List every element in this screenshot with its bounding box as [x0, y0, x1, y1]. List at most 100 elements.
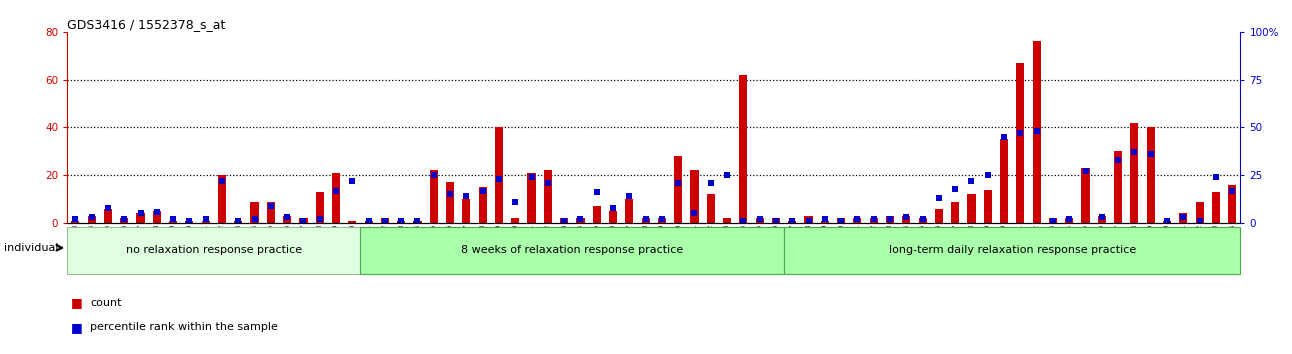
Point [1189, 218, 1209, 224]
Point [831, 218, 851, 224]
Point [488, 176, 509, 182]
Point [798, 218, 819, 224]
Point [227, 218, 248, 224]
Point [130, 211, 151, 216]
Point [587, 190, 607, 195]
Bar [446, 182, 455, 223]
Point [749, 216, 770, 222]
Bar [478, 187, 487, 223]
Bar [1065, 218, 1074, 223]
Point [1205, 174, 1226, 180]
Bar [968, 194, 975, 223]
Bar [300, 218, 307, 223]
Bar [902, 216, 911, 223]
Point [1075, 169, 1096, 174]
Point [180, 218, 200, 224]
Bar [739, 75, 748, 223]
Bar [283, 216, 291, 223]
Bar [1017, 63, 1025, 223]
Bar [674, 156, 682, 223]
Point [863, 216, 884, 222]
FancyBboxPatch shape [360, 227, 784, 274]
Point [195, 216, 216, 222]
Bar [724, 218, 731, 223]
Point [407, 218, 428, 224]
Bar [625, 199, 633, 223]
Bar [805, 216, 813, 223]
Bar [495, 127, 503, 223]
Bar [788, 221, 796, 223]
Bar [935, 209, 943, 223]
Point [1124, 149, 1145, 155]
Point [978, 172, 999, 178]
Point [782, 218, 802, 224]
Point [521, 174, 541, 180]
Point [342, 178, 363, 184]
Point [456, 193, 477, 199]
Point [375, 218, 395, 224]
Bar [152, 211, 162, 223]
Bar [1212, 192, 1220, 223]
Point [1010, 130, 1031, 136]
Bar [397, 221, 406, 223]
Point [814, 216, 835, 222]
Bar [1114, 152, 1123, 223]
Bar [1180, 213, 1187, 223]
Text: GDS3416 / 1552378_s_at: GDS3416 / 1552378_s_at [67, 18, 226, 31]
Bar [349, 221, 357, 223]
Bar [919, 218, 926, 223]
Bar [463, 199, 470, 223]
Point [261, 203, 282, 209]
Point [439, 192, 460, 197]
Text: long-term daily relaxation response practice: long-term daily relaxation response prac… [889, 245, 1136, 256]
Point [212, 178, 233, 184]
Bar [1032, 41, 1041, 223]
Bar [544, 171, 552, 223]
Point [309, 216, 329, 222]
Bar [690, 171, 699, 223]
Point [114, 216, 134, 222]
FancyBboxPatch shape [784, 227, 1240, 274]
Point [1173, 215, 1194, 220]
Point [81, 215, 102, 220]
Point [1043, 218, 1063, 224]
Point [668, 180, 689, 186]
Bar [202, 221, 209, 223]
Bar [218, 175, 226, 223]
Point [65, 216, 85, 222]
Bar [658, 218, 665, 223]
Bar [1229, 185, 1236, 223]
Point [733, 218, 753, 224]
Point [944, 186, 965, 192]
Bar [1049, 218, 1057, 223]
Point [98, 205, 119, 211]
Bar [364, 221, 372, 223]
Point [163, 216, 183, 222]
Point [146, 209, 167, 215]
Bar [771, 218, 780, 223]
Point [1059, 216, 1080, 222]
Bar [886, 216, 894, 223]
Bar [512, 218, 519, 223]
Bar [266, 201, 275, 223]
Bar [137, 213, 145, 223]
Point [766, 218, 787, 224]
Point [685, 211, 705, 216]
Point [244, 216, 265, 222]
Bar [1081, 168, 1089, 223]
Point [912, 216, 933, 222]
Text: no relaxation response practice: no relaxation response practice [125, 245, 302, 256]
Point [505, 199, 526, 205]
Point [848, 216, 868, 222]
Point [651, 216, 672, 222]
Bar [251, 201, 258, 223]
Bar [1098, 216, 1106, 223]
Point [880, 216, 901, 222]
Point [961, 178, 982, 184]
Point [717, 172, 738, 178]
Bar [853, 218, 862, 223]
Point [1222, 188, 1243, 193]
Bar [169, 221, 177, 223]
Point [994, 134, 1014, 140]
Point [895, 215, 916, 220]
